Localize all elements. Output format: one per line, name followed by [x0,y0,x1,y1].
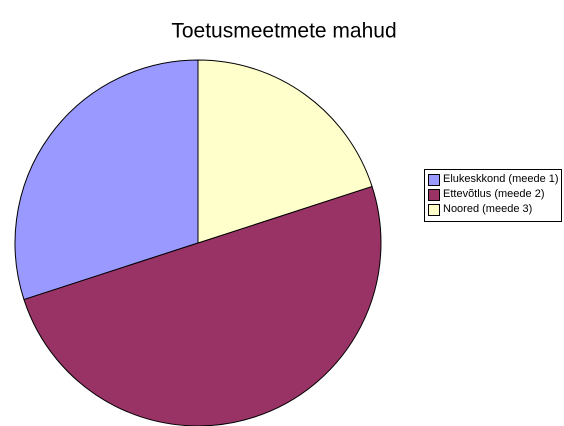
legend-item: Noored (meede 3) [428,203,561,216]
legend-label: Ettevõtlus (meede 2) [443,188,545,200]
chart-title: Toetusmeetmete mahud [171,20,396,43]
legend-item: Elukeskkond (meede 1) [428,173,561,186]
legend-label: Noored (meede 3) [443,203,533,215]
pie-slice [197,59,373,244]
legend-item: Ettevõtlus (meede 2) [428,188,561,201]
legend-swatch [428,204,440,216]
legend-swatch [428,174,440,186]
pie-slice [23,185,382,426]
legend-label: Elukeskkond (meede 1) [443,173,559,185]
pie-slice [14,59,199,301]
legend-swatch [428,189,440,201]
legend: Elukeskkond (meede 1) Ettevõtlus (meede 2… [424,169,562,222]
